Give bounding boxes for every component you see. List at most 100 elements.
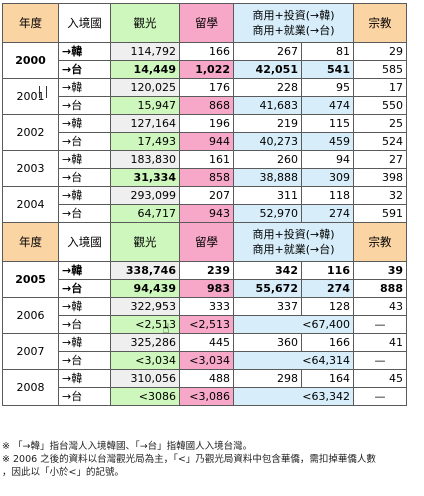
table-row: 2008 →韓 310,056 488 298 164 45: [2, 369, 407, 406]
study-cell: 166: [179, 42, 234, 61]
direction-cell: →台: [58, 387, 111, 406]
direction-cell: →台: [58, 60, 111, 79]
business-employment-cell: 459: [301, 132, 354, 151]
business-investment-cell: 38,888: [233, 168, 302, 187]
direction-cell: →韓: [58, 333, 111, 352]
religion-cell: 524: [353, 132, 407, 151]
footnotes: ※ 「→韓」指台灣人入境韓國、「→台」指韓國人入境台灣。 ※ 2006 之後的資…: [2, 440, 422, 479]
tourism-cell: 114,792: [110, 42, 180, 61]
year-cell: 2003: [2, 150, 59, 187]
direction-cell: →韓: [58, 369, 111, 388]
header-row: 年度 入境國 觀光 留學 商用+投資(→韓) 商用+就業(→台) 宗教: [2, 222, 407, 262]
study-cell: 868: [179, 96, 234, 115]
study-cell: 488: [179, 369, 234, 388]
table-row: →台 94,439 983 55,672 274 888: [3, 279, 407, 298]
header-business: 商用+投資(→韓) 商用+就業(→台): [233, 222, 354, 262]
business-employment-cell: 541: [301, 60, 354, 79]
tourism-cell: 310,056: [110, 369, 180, 388]
table-row: 2007 →韓 325,286 445 360 166 41: [2, 333, 407, 370]
tourism-cell: 120,025: [110, 78, 180, 97]
study-cell: 1,022: [179, 60, 234, 79]
tourism-cell: 31,334: [110, 168, 180, 187]
tourism-cell: <2,513: [110, 315, 180, 334]
business-merged-cell: <67,400: [233, 315, 354, 334]
tourism-cell: <3,034: [110, 351, 180, 370]
religion-cell: 17: [353, 78, 407, 97]
tourism-cell: 293,099: [110, 186, 180, 205]
direction-cell: →台: [58, 96, 111, 115]
tourism-cell: 17,493: [110, 132, 180, 151]
tourism-cell: 322,953: [110, 297, 180, 316]
footnote-3: ，因此以「小於<」的記號。: [2, 467, 124, 478]
direction-cell: →韓: [58, 150, 111, 169]
header-business-line2: 商用+就業(→台): [252, 24, 335, 37]
religion-cell: 32: [353, 186, 407, 205]
year-cell: 2008: [2, 369, 59, 406]
business-employment-cell: 274: [301, 204, 354, 223]
study-cell: 944: [179, 132, 234, 151]
table-row: →台 15,947 868 41,683 474 550: [3, 96, 407, 115]
business-investment-cell: 360: [233, 333, 302, 352]
study-cell: 983: [179, 279, 234, 298]
study-cell: 333: [179, 297, 234, 316]
tourism-cell: 15,947: [110, 96, 180, 115]
business-employment-cell: 164: [301, 369, 354, 388]
business-employment-cell: 81: [301, 42, 354, 61]
study-cell: <3,086: [179, 387, 234, 406]
tourism-cell: 94,439: [110, 279, 180, 298]
religion-cell: 45: [353, 369, 407, 388]
table-row: 2000 →韓 114,792 166 267 81 29: [2, 42, 407, 79]
header-business: 商用+投資(→韓) 商用+就業(→台): [233, 3, 354, 43]
religion-cell: —: [353, 315, 407, 334]
business-employment-cell: 128: [301, 297, 354, 316]
table-row: 2006 →韓 322,953 333 337 128 43: [2, 297, 407, 334]
year-cell: 2000: [2, 42, 59, 79]
table-row: 2002 →韓 127,164 196 219 115 25: [2, 114, 407, 151]
religion-cell: 27: [353, 150, 407, 169]
table-row: →台 14,449 1,022 42,051 541 585: [3, 60, 407, 79]
table-section-2000-2004: 年度 入境國 觀光 留學 商用+投資(→韓) 商用+就業(→台) 宗教 2000…: [2, 3, 407, 223]
direction-cell: →韓: [58, 186, 111, 205]
business-investment-cell: 311: [233, 186, 302, 205]
header-entry-country: 入境國: [58, 3, 111, 43]
table-row: →台 64,717 943 52,970 274 591: [3, 204, 407, 223]
direction-cell: →韓: [58, 42, 111, 61]
study-cell: <2,513: [179, 315, 234, 334]
header-religion: 宗教: [353, 3, 407, 43]
table-row: 2003 →韓 183,830 161 260 94 27: [2, 150, 407, 187]
direction-cell: →台: [58, 279, 111, 298]
table-row: →台 17,493 944 40,273 459 524: [3, 132, 407, 151]
footnote-2: ※ 2006 之後的資料以台灣觀光局為主，「<」乃觀光局資料中包含華僑，需扣掉華…: [2, 454, 376, 465]
business-investment-cell: 42,051: [233, 60, 302, 79]
study-cell: 445: [179, 333, 234, 352]
year-cell: 2007: [2, 333, 59, 370]
business-investment-cell: 228: [233, 78, 302, 97]
table-row: 2005 →韓 338,746 239 342 116 39: [2, 261, 407, 298]
year-cell: 2004: [2, 186, 59, 223]
statistics-table-wrapper: 年度 入境國 觀光 留學 商用+投資(→韓) 商用+就業(→台) 宗教 2000…: [2, 3, 407, 406]
direction-cell: →韓: [58, 261, 111, 280]
header-row: 年度 入境國 觀光 留學 商用+投資(→韓) 商用+就業(→台) 宗教: [2, 3, 407, 43]
religion-cell: 585: [353, 60, 407, 79]
year-cell: 2002: [2, 114, 59, 151]
business-investment-cell: 267: [233, 42, 302, 61]
business-investment-cell: 40,273: [233, 132, 302, 151]
business-investment-cell: 342: [233, 261, 302, 280]
religion-cell: 591: [353, 204, 407, 223]
header-business-line2: 商用+就業(→台): [252, 243, 335, 256]
tourism-cell: 325,286: [110, 333, 180, 352]
direction-cell: →台: [58, 315, 111, 334]
table-row: 2004 →韓 293,099 207 311 118 32: [2, 186, 407, 223]
direction-cell: →台: [58, 132, 111, 151]
direction-cell: →台: [58, 204, 111, 223]
header-study: 留學: [179, 222, 234, 262]
religion-cell: 550: [353, 96, 407, 115]
study-cell: <3,034: [179, 351, 234, 370]
religion-cell: 25: [353, 114, 407, 133]
business-investment-cell: 219: [233, 114, 302, 133]
business-employment-cell: 115: [301, 114, 354, 133]
business-merged-cell: <63,342: [233, 387, 354, 406]
year-cell: 2001: [2, 78, 59, 115]
tourism-cell: 183,830: [110, 150, 180, 169]
study-cell: 196: [179, 114, 234, 133]
